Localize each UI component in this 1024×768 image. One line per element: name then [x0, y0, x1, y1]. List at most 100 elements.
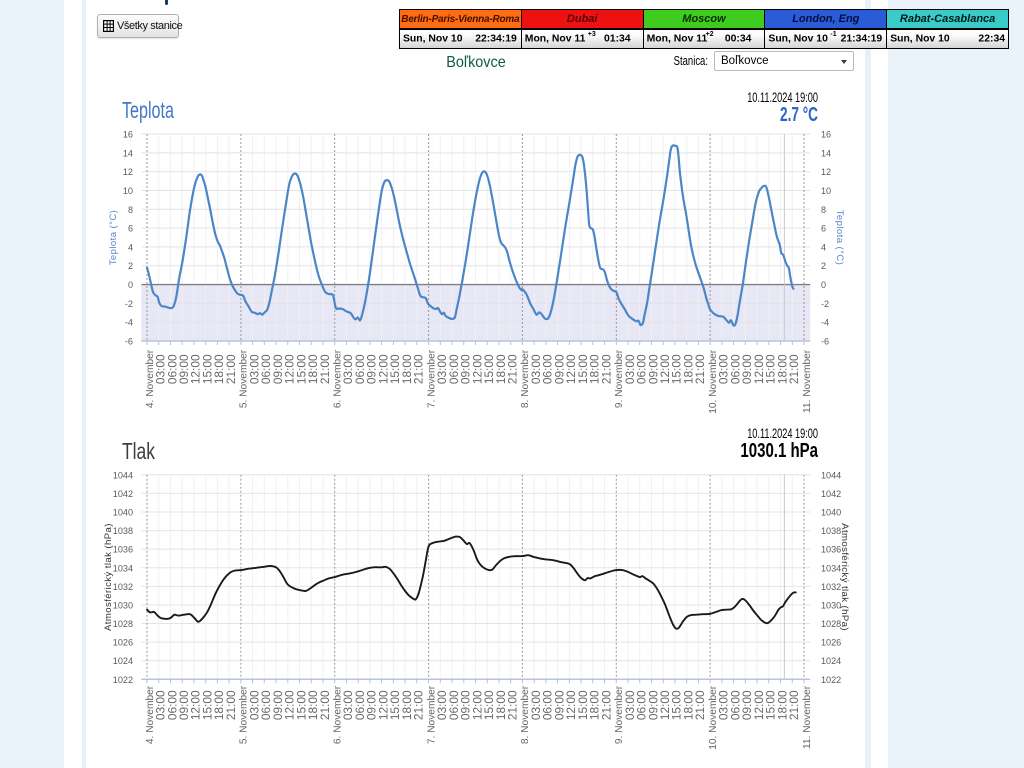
svg-text:1032: 1032: [113, 582, 133, 592]
svg-text:03:00: 03:00: [154, 690, 168, 720]
svg-text:4: 4: [821, 242, 826, 252]
svg-text:03:00: 03:00: [717, 354, 731, 384]
svg-text:1044: 1044: [821, 470, 841, 480]
svg-text:4: 4: [128, 242, 133, 252]
svg-text:21:00: 21:00: [318, 690, 332, 720]
svg-text:06:00: 06:00: [728, 354, 742, 384]
svg-text:15:00: 15:00: [294, 354, 308, 384]
svg-text:7. November: 7. November: [426, 349, 437, 408]
svg-text:06:00: 06:00: [635, 690, 649, 720]
svg-text:1022: 1022: [113, 675, 133, 685]
svg-text:1024: 1024: [113, 656, 133, 666]
svg-text:1044: 1044: [113, 470, 133, 480]
svg-text:09:00: 09:00: [552, 690, 566, 720]
svg-text:15:00: 15:00: [482, 690, 496, 720]
svg-text:4. November: 4. November: [145, 685, 156, 744]
svg-text:06:00: 06:00: [728, 690, 742, 720]
svg-text:14: 14: [123, 148, 133, 158]
svg-text:12:00: 12:00: [752, 690, 766, 720]
svg-text:15:00: 15:00: [388, 690, 402, 720]
svg-text:2: 2: [821, 261, 826, 271]
svg-text:18:00: 18:00: [212, 354, 226, 384]
svg-text:12:00: 12:00: [189, 690, 203, 720]
svg-text:09:00: 09:00: [646, 690, 660, 720]
svg-text:18:00: 18:00: [306, 354, 320, 384]
svg-text:03:00: 03:00: [435, 690, 449, 720]
svg-text:15:00: 15:00: [576, 354, 590, 384]
svg-text:09:00: 09:00: [177, 354, 191, 384]
svg-text:18:00: 18:00: [306, 690, 320, 720]
svg-text:06:00: 06:00: [541, 354, 555, 384]
svg-text:12: 12: [123, 167, 133, 177]
svg-text:1030: 1030: [821, 600, 841, 610]
svg-text:1038: 1038: [113, 526, 133, 536]
svg-text:03:00: 03:00: [341, 354, 355, 384]
svg-text:12:00: 12:00: [376, 690, 390, 720]
svg-text:-4: -4: [125, 318, 133, 328]
svg-text:1042: 1042: [113, 489, 133, 499]
svg-text:21:00: 21:00: [506, 690, 520, 720]
svg-text:12:00: 12:00: [376, 354, 390, 384]
svg-text:-2: -2: [125, 299, 133, 309]
svg-text:1022: 1022: [821, 675, 841, 685]
svg-text:09:00: 09:00: [740, 690, 754, 720]
svg-text:1028: 1028: [113, 619, 133, 629]
svg-text:06:00: 06:00: [353, 690, 367, 720]
svg-text:10. November: 10. November: [708, 685, 719, 750]
svg-text:1026: 1026: [113, 638, 133, 648]
svg-text:15:00: 15:00: [764, 354, 778, 384]
svg-text:1042: 1042: [821, 489, 841, 499]
svg-text:6: 6: [128, 224, 133, 234]
svg-text:6: 6: [821, 224, 826, 234]
svg-text:15:00: 15:00: [670, 354, 684, 384]
svg-text:10: 10: [821, 186, 831, 196]
svg-text:1032: 1032: [821, 582, 841, 592]
svg-text:18:00: 18:00: [400, 354, 414, 384]
svg-text:8. November: 8. November: [520, 685, 531, 744]
svg-text:5. November: 5. November: [239, 685, 250, 744]
svg-text:03:00: 03:00: [154, 354, 168, 384]
svg-text:18:00: 18:00: [775, 690, 789, 720]
svg-text:9. November: 9. November: [614, 349, 625, 408]
svg-text:09:00: 09:00: [646, 354, 660, 384]
svg-text:09:00: 09:00: [271, 690, 285, 720]
svg-text:09:00: 09:00: [271, 354, 285, 384]
svg-text:15:00: 15:00: [576, 690, 590, 720]
svg-text:12:00: 12:00: [189, 354, 203, 384]
svg-text:09:00: 09:00: [740, 354, 754, 384]
svg-text:03:00: 03:00: [247, 354, 261, 384]
svg-text:8: 8: [128, 205, 133, 215]
svg-text:0: 0: [128, 280, 133, 290]
svg-text:Atmosférický tlak (hPa): Atmosférický tlak (hPa): [839, 523, 850, 631]
svg-text:18:00: 18:00: [588, 690, 602, 720]
svg-text:6. November: 6. November: [333, 349, 344, 408]
svg-text:12:00: 12:00: [564, 690, 578, 720]
svg-text:06:00: 06:00: [259, 354, 273, 384]
svg-text:09:00: 09:00: [459, 690, 473, 720]
svg-text:1030: 1030: [113, 600, 133, 610]
svg-text:03:00: 03:00: [623, 354, 637, 384]
svg-text:-6: -6: [125, 337, 133, 347]
svg-text:21:00: 21:00: [224, 690, 238, 720]
svg-text:1036: 1036: [113, 545, 133, 555]
svg-text:18:00: 18:00: [775, 354, 789, 384]
svg-text:11. November: 11. November: [802, 349, 813, 413]
svg-text:1026: 1026: [821, 638, 841, 648]
svg-text:12:00: 12:00: [470, 690, 484, 720]
svg-text:21:00: 21:00: [224, 354, 238, 384]
svg-text:18:00: 18:00: [212, 690, 226, 720]
svg-text:06:00: 06:00: [259, 690, 273, 720]
svg-text:10. November: 10. November: [708, 349, 719, 414]
svg-text:21:00: 21:00: [318, 354, 332, 384]
svg-text:12:00: 12:00: [752, 354, 766, 384]
svg-text:16: 16: [821, 130, 831, 140]
svg-text:8: 8: [821, 205, 826, 215]
svg-text:1040: 1040: [113, 508, 133, 518]
svg-text:06:00: 06:00: [165, 690, 179, 720]
svg-text:18:00: 18:00: [588, 354, 602, 384]
svg-text:03:00: 03:00: [529, 354, 543, 384]
svg-text:8. November: 8. November: [520, 349, 531, 408]
svg-text:-6: -6: [821, 337, 829, 347]
svg-text:21:00: 21:00: [693, 354, 707, 384]
svg-text:-4: -4: [821, 318, 829, 328]
